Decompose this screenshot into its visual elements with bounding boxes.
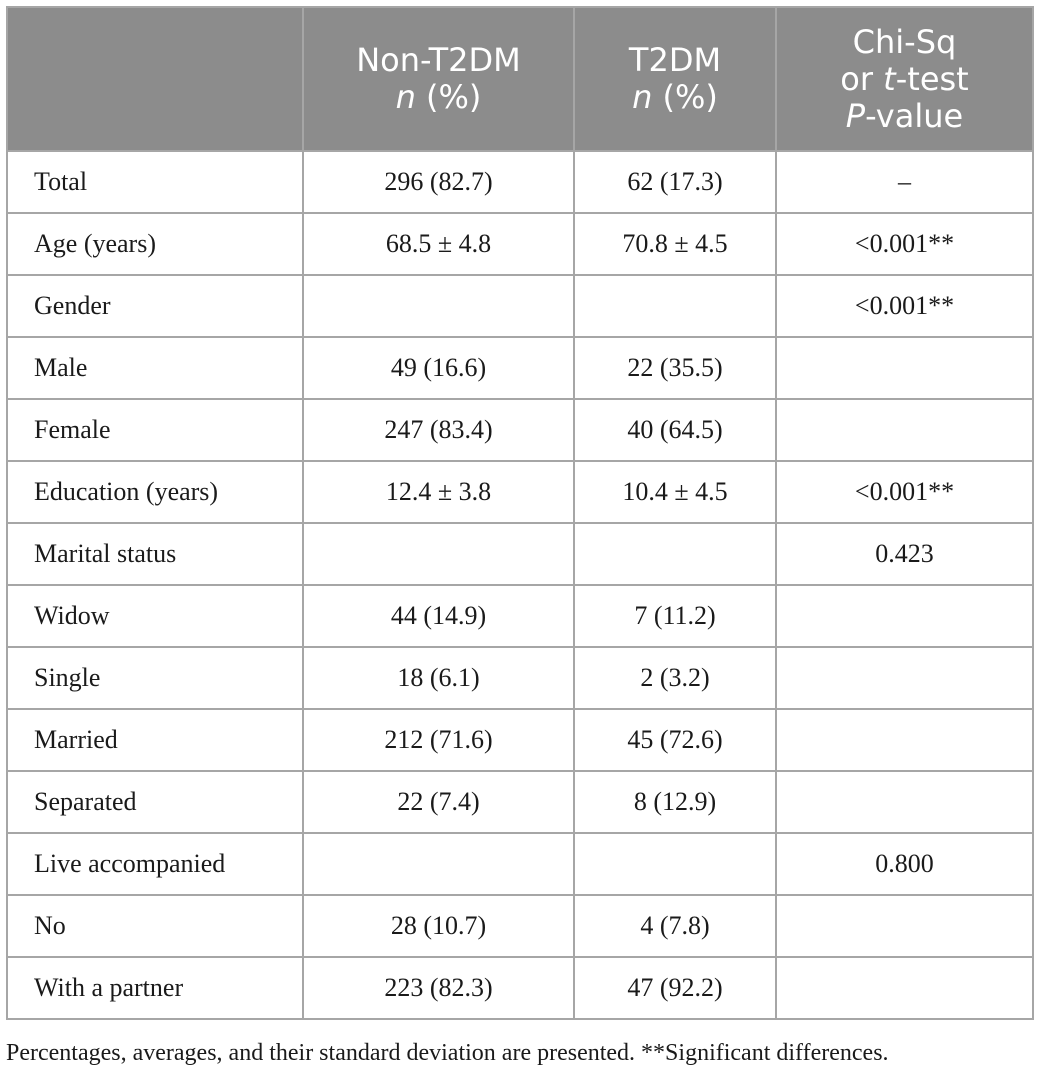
table-cell: 22 (7.4): [302, 770, 575, 834]
table-cell: [775, 708, 1034, 772]
table-row: No 28 (10.7) 4 (7.8): [6, 894, 1034, 958]
header-text: n: [632, 78, 653, 116]
header-cell: T2DM n (%): [573, 6, 777, 152]
table-cell: 0.423: [775, 522, 1034, 586]
header-line: n (%): [575, 79, 775, 116]
table-row: With a partner 223 (82.3) 47 (92.2): [6, 956, 1034, 1020]
table-row: Female 247 (83.4) 40 (64.5): [6, 398, 1034, 462]
table-cell: 4 (7.8): [573, 894, 777, 958]
table-cell: [302, 832, 575, 896]
table-cell: <0.001**: [775, 274, 1034, 338]
table-cell: [775, 584, 1034, 648]
table: Non-T2DM n (%) T2DM n (%) Chi-Sq or t-test P-v…: [6, 6, 1034, 1020]
table-cell: [775, 646, 1034, 710]
row-label: Live accompanied: [6, 832, 304, 896]
header-text: or: [840, 59, 884, 98]
header-line: T2DM: [575, 42, 775, 79]
header-cell: Non-T2DM n (%): [302, 6, 575, 152]
table-cell: 296 (82.7): [302, 150, 575, 214]
header-text: (%): [652, 78, 718, 116]
table-cell: 212 (71.6): [302, 708, 575, 772]
table-cell: 247 (83.4): [302, 398, 575, 462]
table-cell: 28 (10.7): [302, 894, 575, 958]
table-row: Male 49 (16.6) 22 (35.5): [6, 336, 1034, 400]
table-cell: [775, 894, 1034, 958]
row-label: With a partner: [6, 956, 304, 1020]
table-row: Single 18 (6.1) 2 (3.2): [6, 646, 1034, 710]
header-text: n: [395, 78, 416, 116]
row-label: Female: [6, 398, 304, 462]
table-cell: 8 (12.9): [573, 770, 777, 834]
table-cell: 10.4 ± 4.5: [573, 460, 777, 524]
table-row: Gender <0.001**: [6, 274, 1034, 338]
row-label: Married: [6, 708, 304, 772]
table-cell: 49 (16.6): [302, 336, 575, 400]
table-row: Widow 44 (14.9) 7 (11.2): [6, 584, 1034, 648]
table-cell: 223 (82.3): [302, 956, 575, 1020]
table-cell: 44 (14.9): [302, 584, 575, 648]
table-cell: 18 (6.1): [302, 646, 575, 710]
table-cell: 45 (72.6): [573, 708, 777, 772]
table-cell: [573, 274, 777, 338]
header-line: n (%): [304, 79, 573, 116]
table-cell: <0.001**: [775, 460, 1034, 524]
table-cell: 2 (3.2): [573, 646, 777, 710]
table-cell: <0.001**: [775, 212, 1034, 276]
table-cell: [573, 832, 777, 896]
header-line: Chi-Sq: [777, 22, 1032, 61]
table-cell: [775, 770, 1034, 834]
header-line: or t-test: [777, 59, 1032, 98]
row-label: Marital status: [6, 522, 304, 586]
table-cell: 0.800: [775, 832, 1034, 896]
header-cell: Chi-Sq or t-test P-value: [775, 6, 1034, 152]
row-label: Single: [6, 646, 304, 710]
table-cell: 47 (92.2): [573, 956, 777, 1020]
header-text: P: [845, 96, 866, 135]
table-row: Marital status 0.423: [6, 522, 1034, 586]
header-text: -test: [895, 59, 969, 98]
table-cell: 12.4 ± 3.8: [302, 460, 575, 524]
table-cell: 70.8 ± 4.5: [573, 212, 777, 276]
table-cell: 68.5 ± 4.8: [302, 212, 575, 276]
header-line: Non-T2DM: [304, 42, 573, 79]
table-row: Total 296 (82.7) 62 (17.3) –: [6, 150, 1034, 214]
row-label: Male: [6, 336, 304, 400]
header-text: T2DM: [628, 41, 722, 79]
row-label: Education (years): [6, 460, 304, 524]
table-row: Age (years) 68.5 ± 4.8 70.8 ± 4.5 <0.001**: [6, 212, 1034, 276]
header-text: -value: [865, 96, 964, 135]
table-cell: [573, 522, 777, 586]
footnote: Percentages, averages, and their standar…: [6, 1040, 889, 1066]
table-row: Live accompanied 0.800: [6, 832, 1034, 896]
table-cell: 40 (64.5): [573, 398, 777, 462]
table-cell: [302, 522, 575, 586]
row-label: Widow: [6, 584, 304, 648]
table-row: Married 212 (71.6) 45 (72.6): [6, 708, 1034, 772]
table-cell: [302, 274, 575, 338]
table-cell: [775, 956, 1034, 1020]
header-text: t: [883, 59, 896, 98]
table-cell: –: [775, 150, 1034, 214]
table-cell: 7 (11.2): [573, 584, 777, 648]
table-row: Education (years) 12.4 ± 3.8 10.4 ± 4.5 <0.…: [6, 460, 1034, 524]
table-cell: 62 (17.3): [573, 150, 777, 214]
header-text: Chi-Sq: [852, 22, 957, 61]
row-label: Gender: [6, 274, 304, 338]
table-cell: 22 (35.5): [573, 336, 777, 400]
table-cell: [775, 336, 1034, 400]
header-line: P-value: [777, 96, 1032, 135]
row-label: Separated: [6, 770, 304, 834]
row-label: Total: [6, 150, 304, 214]
row-label: Age (years): [6, 212, 304, 276]
header-row: Non-T2DM n (%) T2DM n (%) Chi-Sq or t-test P-v…: [6, 6, 1034, 152]
table-row: Separated 22 (7.4) 8 (12.9): [6, 770, 1034, 834]
row-label: No: [6, 894, 304, 958]
header-text: Non-T2DM: [356, 41, 521, 79]
table-cell: [775, 398, 1034, 462]
header-text: (%): [415, 78, 482, 116]
header-cell: [6, 6, 304, 152]
